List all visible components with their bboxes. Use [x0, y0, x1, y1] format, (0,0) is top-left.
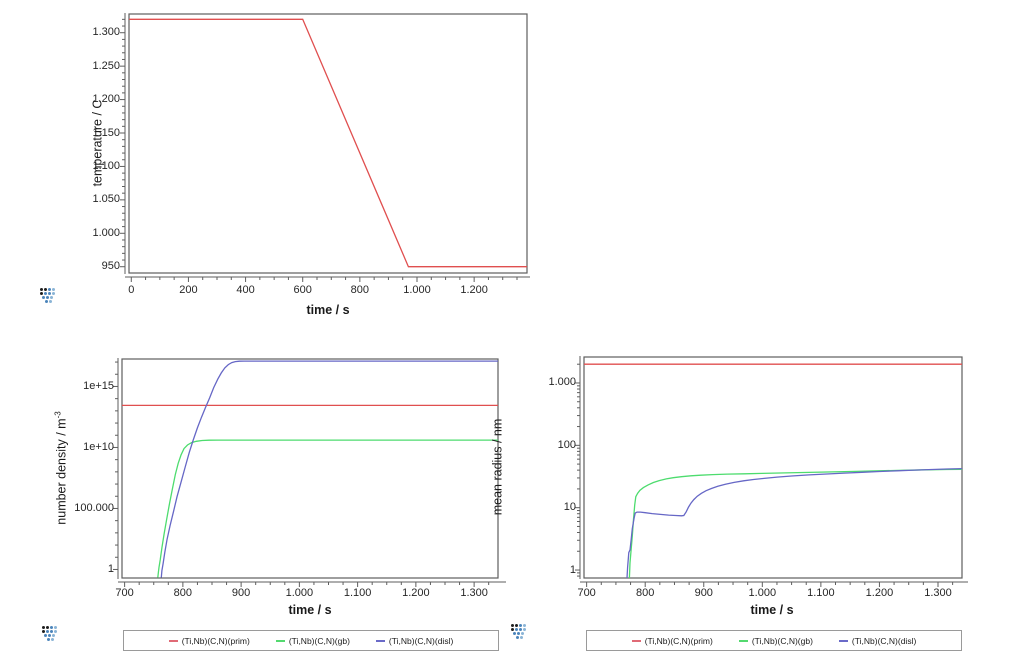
matcalc-logo-icon	[511, 624, 529, 642]
legend-entry: (Ti,Nb)(C,N)(disl)	[838, 635, 917, 646]
time-axis-label-bottom-right: time / s	[750, 603, 794, 617]
number-density-x-tick-label: 900	[231, 587, 251, 599]
legend-line-sample	[275, 639, 285, 642]
temperature-profile-x-tick-label: 1.000	[403, 284, 431, 296]
temperature-profile-y-tick-label: 950	[101, 260, 120, 273]
matcalc-logo-icon	[42, 626, 60, 644]
mean-radius-x-tick-label: 1.100	[807, 587, 835, 599]
mean-radius-y-tick-label: 100	[557, 438, 576, 451]
temperature-profile-y-tick-label: 1.100	[92, 159, 120, 172]
number-density-frame	[121, 358, 499, 579]
legend-entry: (Ti,Nb)(C,N)(prim)	[631, 635, 713, 646]
mean-radius-x-tick-label: 1.000	[748, 587, 777, 599]
legend-entry: (Ti,Nb)(C,N)(disl)	[375, 635, 454, 646]
legend-label: (Ti,Nb)(C,N)(prim)	[181, 635, 250, 646]
number-density-x-tick-label: 1.300	[460, 587, 488, 599]
temperature-profile-x-tick-label: 800	[350, 284, 370, 296]
mean-radius-frame	[583, 356, 963, 579]
temperature-profile-x-tick-label: 400	[236, 284, 255, 296]
mean-radius-x-tick-label: 1.200	[865, 587, 894, 599]
matcalc-logo-icon	[40, 288, 58, 306]
mean-radius-x-tick-label: 1.300	[924, 587, 952, 599]
temperature-axis-label: temperature / C	[90, 99, 105, 187]
temperature-profile-y-tick-label: 1.000	[92, 226, 120, 239]
temperature-profile-x-tick-label: 1.200	[460, 284, 488, 296]
legend-line-sample	[838, 639, 848, 642]
legend-label: (Ti,Nb)(C,N)(gb)	[288, 635, 350, 646]
legend-label: (Ti,Nb)(C,N)(gb)	[751, 635, 813, 646]
legend-label: (Ti,Nb)(C,N)(disl)	[851, 635, 917, 646]
legend-entry: (Ti,Nb)(C,N)(gb)	[738, 635, 813, 646]
legend-line-sample	[631, 639, 641, 642]
legend-label: (Ti,Nb)(C,N)(disl)	[388, 635, 454, 646]
temperature-profile-x-tick-label: 0	[128, 284, 135, 296]
legend-entry: (Ti,Nb)(C,N)(prim)	[168, 635, 250, 646]
temperature-profile-y-tick-label: 1.150	[92, 126, 120, 139]
mean-radius-x-tick-label: 700	[577, 587, 596, 599]
mean-radius-x-tick-label: 900	[694, 587, 713, 599]
mean-radius-y-tick-label: 1	[569, 563, 576, 576]
time-axis-label-top: time / s	[306, 303, 350, 317]
temperature-profile-frame	[128, 13, 528, 274]
mean-radius-y-tick-label: 10	[563, 501, 576, 514]
temperature-profile-y-tick-label: 1.250	[92, 59, 120, 72]
legend-entry: (Ti,Nb)(C,N)(gb)	[275, 635, 350, 646]
legend-number-density: (Ti,Nb)(C,N)(prim) (Ti,Nb)(C,N)(gb) (Ti,Nb…	[123, 630, 499, 651]
series-(Ti,Nb)(C,N)(disl)	[160, 360, 498, 578]
legend-line-sample	[738, 639, 748, 642]
temperature-profile-x-tick-label: 600	[293, 284, 312, 296]
series-temperature	[129, 18, 527, 268]
temperature-profile-x-tick-label: 200	[179, 284, 198, 296]
number-density-y-tick-label: 100.000	[74, 501, 114, 514]
mean-radius-y-tick-label: 1.000	[548, 376, 576, 389]
number-density-y-tick-label: 1e+15	[83, 379, 114, 392]
number-density-y-tick-label: 1e+10	[83, 440, 114, 453]
series-(Ti,Nb)(C,N)(gb)	[157, 439, 498, 578]
temperature-profile-y-tick-label: 1.200	[92, 93, 120, 106]
number-density-y-tick-label: 1	[107, 562, 114, 575]
legend-label: (Ti,Nb)(C,N)(prim)	[644, 635, 713, 646]
mean-radius-x-tick-label: 800	[636, 587, 655, 599]
time-axis-label-bottom-left: time / s	[288, 603, 332, 617]
legend-line-sample	[375, 639, 385, 642]
number-density-x-tick-label: 1.100	[343, 587, 372, 599]
legend-line-sample	[168, 639, 178, 642]
number-density-x-tick-label: 700	[115, 587, 134, 599]
legend-mean-radius: (Ti,Nb)(C,N)(prim) (Ti,Nb)(C,N)(gb) (Ti,Nb…	[586, 630, 962, 651]
series-(Ti,Nb)(C,N)(gb)	[628, 468, 963, 579]
number-density-x-tick-label: 1.200	[402, 587, 430, 599]
series-(Ti,Nb)(C,N)(disl)	[626, 467, 963, 579]
number-density-x-tick-label: 800	[173, 587, 193, 599]
number-density-x-tick-label: 1.000	[285, 587, 314, 599]
temperature-profile-y-tick-label: 1.300	[92, 26, 120, 39]
temperature-profile-y-tick-label: 1.050	[92, 193, 120, 206]
